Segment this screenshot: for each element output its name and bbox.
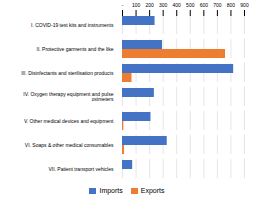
svg-text:I. COVID-19 test kits and inst: I. COVID-19 test kits and instruments bbox=[31, 22, 114, 28]
svg-text:100: 100 bbox=[132, 2, 141, 8]
svg-text:II. Protective garments and th: II. Protective garments and the like bbox=[37, 46, 114, 52]
svg-text:VII. Patient transport vehicle: VII. Patient transport vehicles bbox=[48, 166, 114, 172]
html-text:Imports: Imports bbox=[99, 186, 123, 194]
svg-text:V. Other medical devices and e: V. Other medical devices and equipment bbox=[24, 118, 114, 124]
svg-text:800: 800 bbox=[227, 2, 236, 8]
svg-text:700: 700 bbox=[213, 2, 222, 8]
svg-text:III. Disinfectants and sterili: III. Disinfectants and sterilisation pro… bbox=[21, 70, 114, 76]
svg-text:-: - bbox=[122, 2, 124, 8]
svg-text:500: 500 bbox=[186, 2, 195, 8]
svg-text:VI. Soaps & other medical cons: VI. Soaps & other medical consumables bbox=[25, 142, 114, 148]
svg-text:IV. Oxygen therapy equipment a: IV. Oxygen therapy equipment and pulseox… bbox=[23, 91, 114, 102]
svg-text:300: 300 bbox=[159, 2, 168, 8]
svg-text:200: 200 bbox=[145, 2, 154, 8]
svg-text:900: 900 bbox=[240, 2, 249, 8]
html-text:Exports: Exports bbox=[140, 186, 165, 194]
svg-text:600: 600 bbox=[200, 2, 209, 8]
svg-text:400: 400 bbox=[173, 2, 182, 8]
